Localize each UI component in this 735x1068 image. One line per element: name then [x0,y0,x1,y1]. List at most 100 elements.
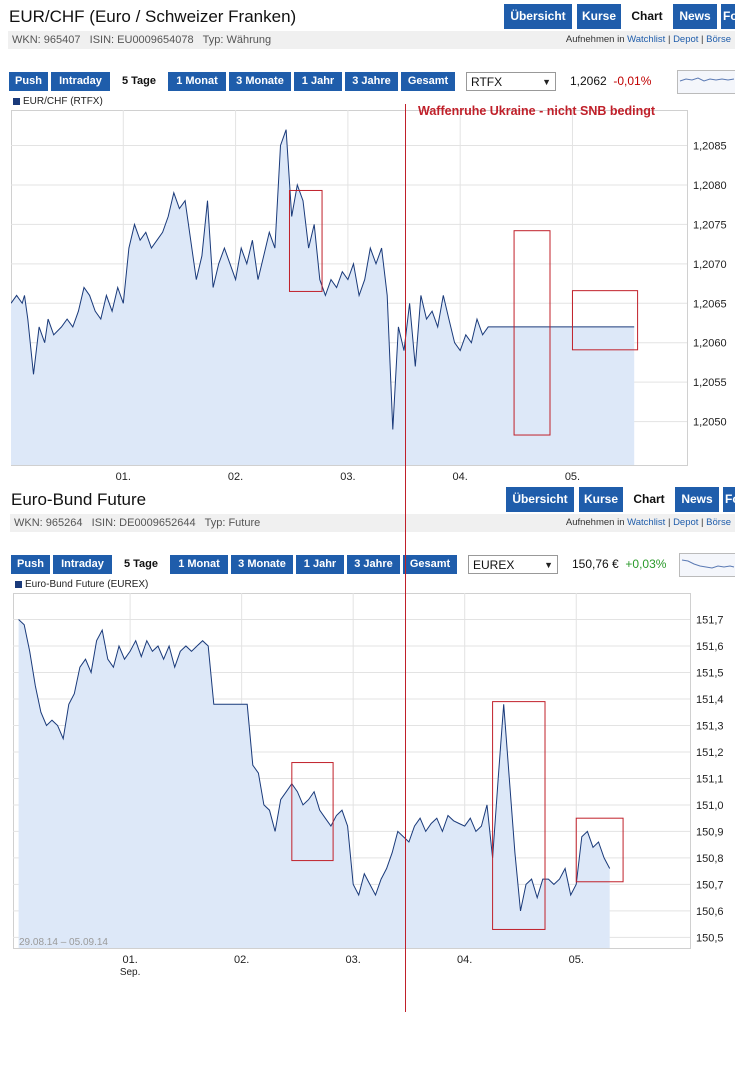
y-tick-label: 1,2050 [693,417,727,429]
y-tick-label: 151,0 [696,800,724,812]
panel2-tab-overview[interactable]: Übersicht [506,487,574,512]
y-tick-label: 1,2070 [693,259,727,271]
panel2-title: Euro-Bund Future [11,490,147,509]
panel1-type: Typ: Währung [202,34,272,46]
eurchf-chart: 1,2050 1,2055 1,2060 1,2065 1,2070 1,2075 1,20… [11,110,727,483]
panel1-exchange-value: RTFX [471,75,503,89]
panel2-tab-more[interactable]: Fo [723,487,735,512]
panel1-price-block: 1,2062 -0,01% [570,74,651,88]
panel2-watchlist-link[interactable]: Watchlist [627,517,666,528]
series-area [18,619,610,948]
panel1-depot-link[interactable]: Depot [673,34,699,45]
panel2-range-3years[interactable]: 3 Jahre [347,555,400,574]
series-line [11,129,635,430]
panel1-tab-more[interactable]: Fo [721,4,735,29]
x-tick-sublabel: Sep. [120,967,141,978]
panel1-range-1month[interactable]: 1 Monat [168,72,226,91]
y-tick-label: 150,5 [696,932,724,944]
panel2-exchange-select[interactable]: EUREX ▼ [468,555,558,574]
y-tick-label: 151,4 [696,694,724,706]
panel1-range-intraday[interactable]: Intraday [51,72,110,91]
highlight-box [571,290,639,351]
panel2-range-push[interactable]: Push [11,555,50,574]
x-tick-label: 01. [122,954,137,966]
panel2-range-1month[interactable]: 1 Monat [170,555,228,574]
y-tick-label: 150,8 [696,853,724,865]
panel1-tab-news[interactable]: News [673,4,717,29]
x-tick-label: 04. [453,471,468,483]
series-line [18,619,611,912]
panel1-range-5days[interactable]: 5 Tage [113,72,165,91]
highlight-box [291,762,334,862]
panel1-boerse-link[interactable]: Börse [706,34,731,45]
panel2-tab-chart[interactable]: Chart [626,487,672,512]
panel1-watchlist-prefix: Aufnehmen in [565,34,625,45]
highlight-box [575,817,624,883]
panel2-range-intraday[interactable]: Intraday [53,555,112,574]
panel2-tab-news[interactable]: News [675,487,719,512]
panel2-range-total[interactable]: Gesamt [403,555,457,574]
panel2-change: +0,03% [625,557,667,571]
panel2-range-5days[interactable]: 5 Tage [115,555,167,574]
x-tick-label: 02. [228,471,243,483]
highlight-box [513,230,551,436]
panel2-tab-quotes[interactable]: Kurse [579,487,623,512]
panel1-range-push[interactable]: Push [9,72,48,91]
panel1-mini-chart[interactable] [677,70,735,94]
date-range-label: 29.08.14 – 05.09.14 [19,937,108,948]
y-tick-label: 151,1 [696,773,724,785]
series-swatch-icon [13,97,20,105]
y-tick-label: 150,9 [696,826,724,838]
y-tick-label: 151,5 [696,667,724,679]
x-tick-label: 02. [234,954,249,966]
x-tick-label: 03. [340,471,355,483]
bund-chart: 150,5 150,6 150,7 150,8 150,9 151,0 151,1 151,2… [13,593,724,978]
y-tick-label: 151,2 [696,747,724,759]
y-tick-label: 1,2085 [693,141,727,153]
panel2-watchlist-prefix: Aufnehmen in [565,517,625,528]
panel1-legend: EUR/CHF (RTFX) [13,96,103,107]
y-tick-label: 151,3 [696,720,724,732]
x-tick-label: 01. [116,471,131,483]
y-tick-label: 1,2060 [693,338,727,350]
panel2-mini-chart[interactable] [679,553,735,577]
y-tick-label: 151,7 [696,614,724,626]
highlight-box [492,701,546,930]
y-tick-label: 1,2080 [693,180,727,192]
panel1-isin: ISIN: EU0009654078 [89,34,194,46]
panel1-tab-quotes[interactable]: Kurse [577,4,621,29]
panel2-infobar: WKN: 965264 ISIN: DE0009652644 Typ: Futu… [10,514,735,532]
panel1-range-total[interactable]: Gesamt [401,72,455,91]
panel1-exchange-select[interactable]: RTFX ▼ [466,72,556,91]
x-tick-label: 04. [457,954,472,966]
y-tick-label: 1,2065 [693,298,727,310]
panel1-tab-chart[interactable]: Chart [624,4,670,29]
highlight-box [288,189,323,292]
panel2-depot-link[interactable]: Depot [673,517,699,528]
x-tick-label: 03. [346,954,361,966]
panel1-price: 1,2062 [570,74,607,88]
panel1-wkn: WKN: 965407 [12,34,81,46]
series-swatch-icon [15,580,22,588]
panel2-isin: ISIN: DE0009652644 [91,517,196,529]
panel1-range-3months[interactable]: 3 Monate [229,72,291,91]
panel1-tab-overview[interactable]: Übersicht [504,4,572,29]
panel2-range-1year[interactable]: 1 Jahr [296,555,344,574]
panel2-price-block: 150,76 € +0,03% [572,557,666,571]
x-tick-label: 05. [569,954,584,966]
panel2-range-3months[interactable]: 3 Monate [231,555,293,574]
y-tick-label: 151,6 [696,641,724,653]
chevron-down-icon: ▼ [544,560,553,570]
panel1-range-1year[interactable]: 1 Jahr [294,72,342,91]
panel2-legend: Euro-Bund Future (EUREX) [15,579,148,590]
panel2-wkn: WKN: 965264 [14,517,83,529]
panel1-watchlist-link[interactable]: Watchlist [627,34,666,45]
panel2-legend-label: Euro-Bund Future (EUREX) [25,579,149,590]
mini-sparkline-icon [679,77,735,82]
panel1-range-3years[interactable]: 3 Jahre [345,72,398,91]
y-tick-label: 1,2055 [693,377,727,389]
panel1-change: -0,01% [613,74,652,88]
panel1-title: EUR/CHF (Euro / Schweizer Franken) [9,7,297,26]
panel2-boerse-link[interactable]: Börse [706,517,731,528]
panel2-price: 150,76 € [572,557,619,571]
